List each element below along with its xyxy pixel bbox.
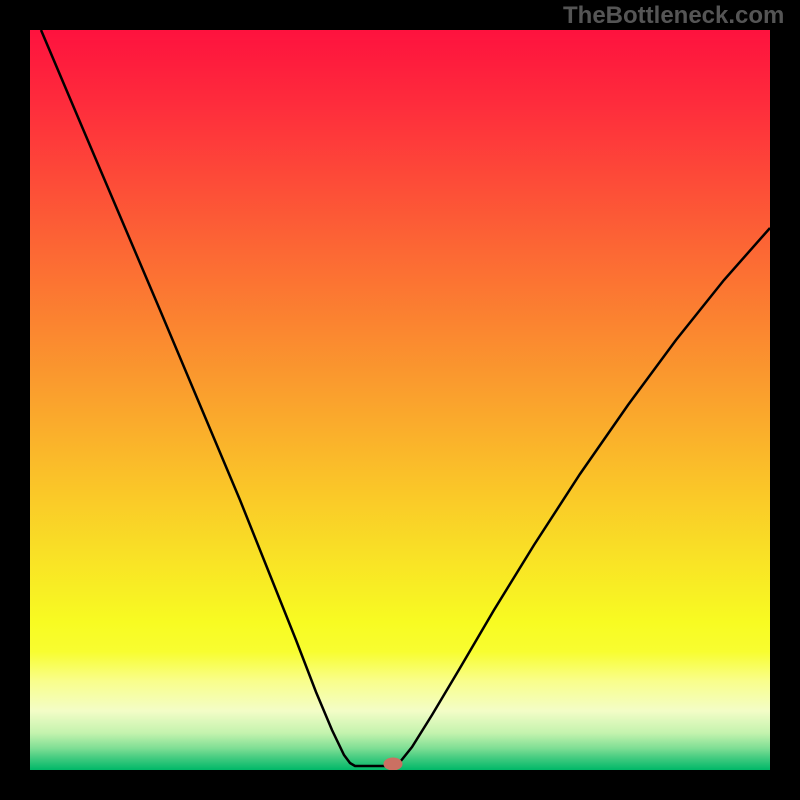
chart-svg xyxy=(0,0,800,800)
optimum-marker xyxy=(384,758,402,770)
watermark-text: TheBottleneck.com xyxy=(563,2,784,30)
frame-bottom xyxy=(0,770,800,800)
frame-left xyxy=(0,0,30,800)
plot-background xyxy=(30,30,770,770)
frame-right xyxy=(770,0,800,800)
